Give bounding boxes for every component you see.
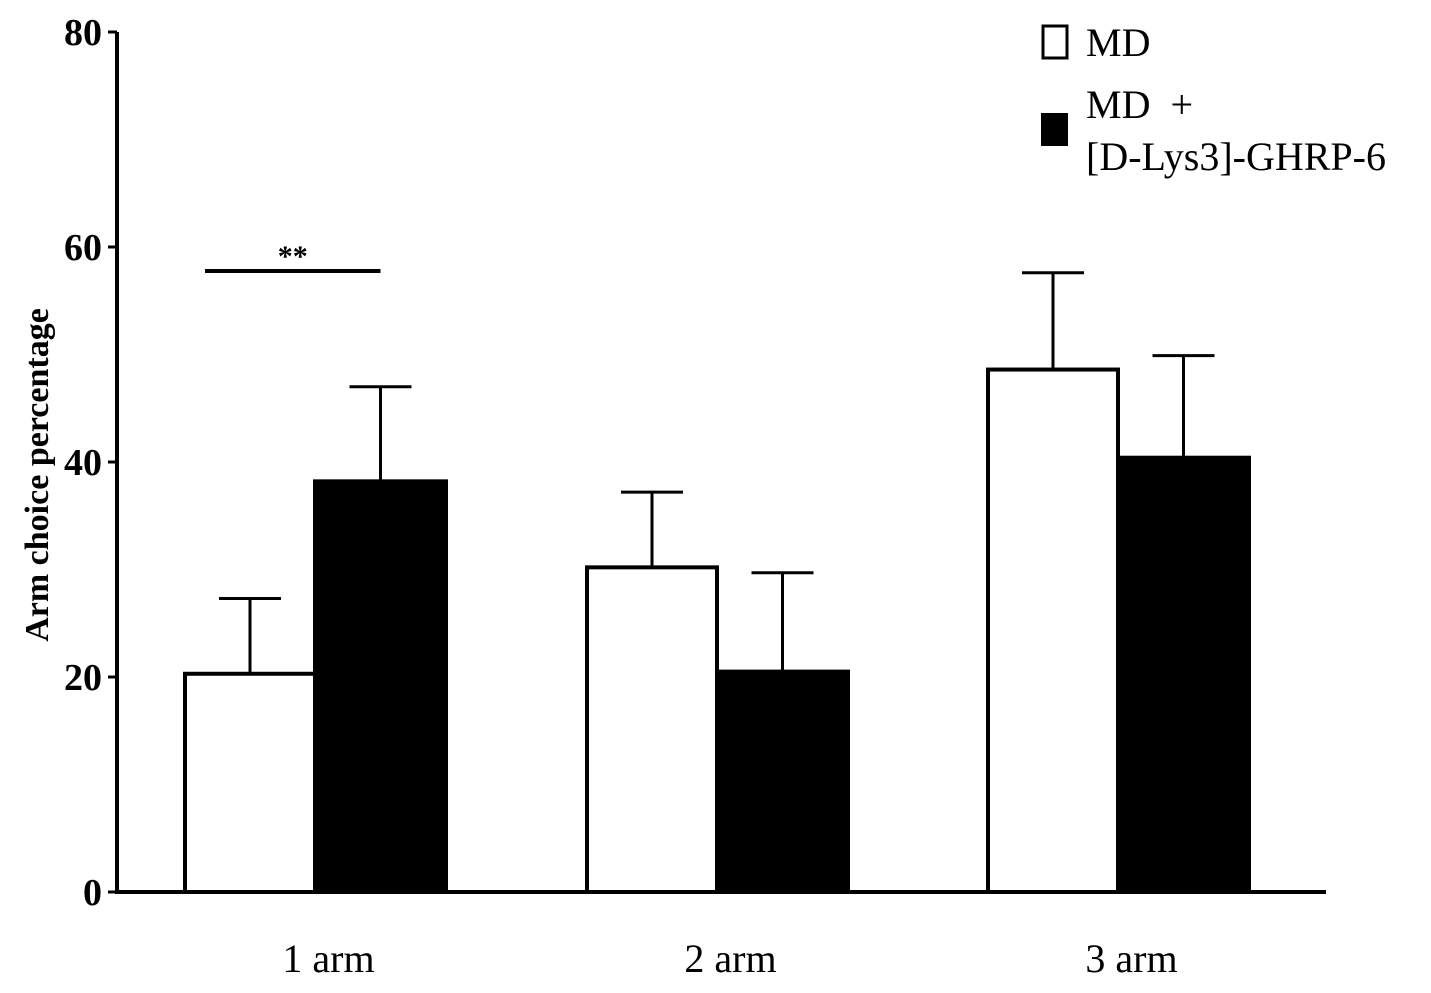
- legend-label-md: MD: [1086, 20, 1150, 65]
- bar-md-1-arm: [183, 671, 317, 895]
- y-tick-label: 20: [64, 657, 102, 699]
- significance-markers: **: [205, 240, 381, 273]
- legend-label-md-ghrp-line2: [D-Lys3]-GHRP-6: [1086, 134, 1386, 179]
- y-axis-label: Arm choice percentage: [19, 308, 56, 642]
- y-ticks: 0 20 40 60 80: [64, 12, 117, 914]
- bar-md-2-arm: [585, 565, 719, 894]
- bar-md-ghrp-2-arm: [715, 669, 850, 894]
- bar-md-ghrp-1-arm: [313, 479, 448, 894]
- y-tick-label: 0: [83, 872, 102, 914]
- bar-md-ghrp-3-arm: [1116, 455, 1251, 894]
- bars-layer: [183, 367, 1251, 895]
- significance-label: **: [278, 240, 308, 273]
- y-tick-label: 60: [64, 227, 102, 269]
- legend: MD MD + [D-Lys3]-GHRP-6: [1041, 20, 1386, 179]
- y-tick-label: 40: [64, 442, 102, 484]
- x-tick-labels: 1 arm 2 arm 3 arm: [282, 936, 1177, 981]
- x-tick-label: 2 arm: [684, 936, 776, 981]
- bar-md-3-arm: [986, 367, 1120, 894]
- legend-label-md-ghrp-line1: MD +: [1086, 82, 1193, 127]
- x-tick-label: 3 arm: [1085, 936, 1177, 981]
- y-tick-label: 80: [64, 12, 102, 54]
- error-bars-layer: [219, 271, 1215, 674]
- x-tick-label: 1 arm: [282, 936, 374, 981]
- legend-swatch-md-ghrp: [1041, 113, 1068, 146]
- legend-swatch-md: [1041, 24, 1069, 60]
